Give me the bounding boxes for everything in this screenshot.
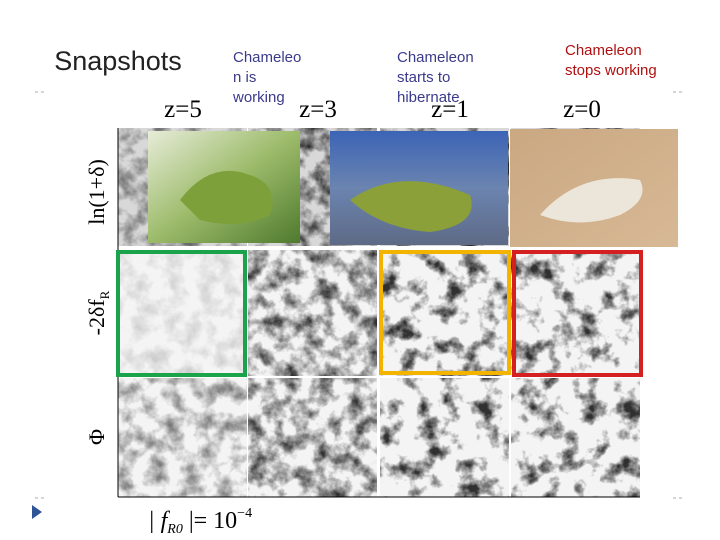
panel-texture xyxy=(248,250,377,376)
photos xyxy=(148,129,678,247)
caption-line: n is xyxy=(233,69,256,86)
panel-texture xyxy=(118,250,247,376)
decor xyxy=(35,91,685,499)
caption: Chameleo n is working xyxy=(232,49,301,106)
row-label-main: -2δf xyxy=(84,299,109,336)
redshift-label: z=5 xyxy=(164,96,202,123)
panel-texture xyxy=(511,250,640,376)
formula-sub: R0 xyxy=(166,522,183,537)
caption: Chameleon stops working xyxy=(565,42,657,79)
caption-line: stops working xyxy=(565,62,657,79)
caption-line: Chameleo xyxy=(233,49,301,66)
panel-texture xyxy=(380,250,509,376)
row-label-main: Φ xyxy=(84,429,109,445)
redshift-label: z=1 xyxy=(431,96,469,123)
photo-detail xyxy=(350,181,472,232)
row-label: Φ xyxy=(84,429,109,445)
caption-line: starts to xyxy=(397,69,450,86)
panel-texture xyxy=(380,378,509,497)
row-label-main: ln(1+δ) xyxy=(84,159,109,225)
photo-detail xyxy=(180,170,273,224)
caption-line: Chameleon xyxy=(565,42,642,59)
row-label: ln(1+δ) xyxy=(84,159,109,225)
caption-line: working xyxy=(232,89,285,106)
caption-line: Chameleon xyxy=(397,49,474,66)
redshift-label: z=3 xyxy=(299,96,337,123)
panel-texture xyxy=(511,378,640,497)
formula-sup: −4 xyxy=(237,506,252,521)
panel-texture xyxy=(248,378,377,497)
footer-formula: | fR0 |= 10−4 xyxy=(148,506,252,537)
row-label: -2δfR xyxy=(84,290,112,335)
caption-line: hibernate xyxy=(397,89,460,106)
slide-title: Snapshots xyxy=(54,46,182,76)
photo-detail xyxy=(540,178,643,223)
highlight-green xyxy=(116,250,247,377)
formula-base: | f xyxy=(148,508,171,534)
labels: z=5 z=3 z=1 z=0 Chameleo n is working Chameleon… xyxy=(84,42,657,537)
redshift-label: z=0 xyxy=(563,96,601,123)
row-label-sub: R xyxy=(97,290,112,299)
caption: Chameleon starts to hibernate xyxy=(397,49,474,106)
highlight-yellow xyxy=(379,250,511,375)
bullet-icon xyxy=(32,505,42,519)
panel-texture xyxy=(118,378,247,497)
highlight-red xyxy=(512,250,643,377)
formula-mid: |= 10 xyxy=(183,508,237,534)
